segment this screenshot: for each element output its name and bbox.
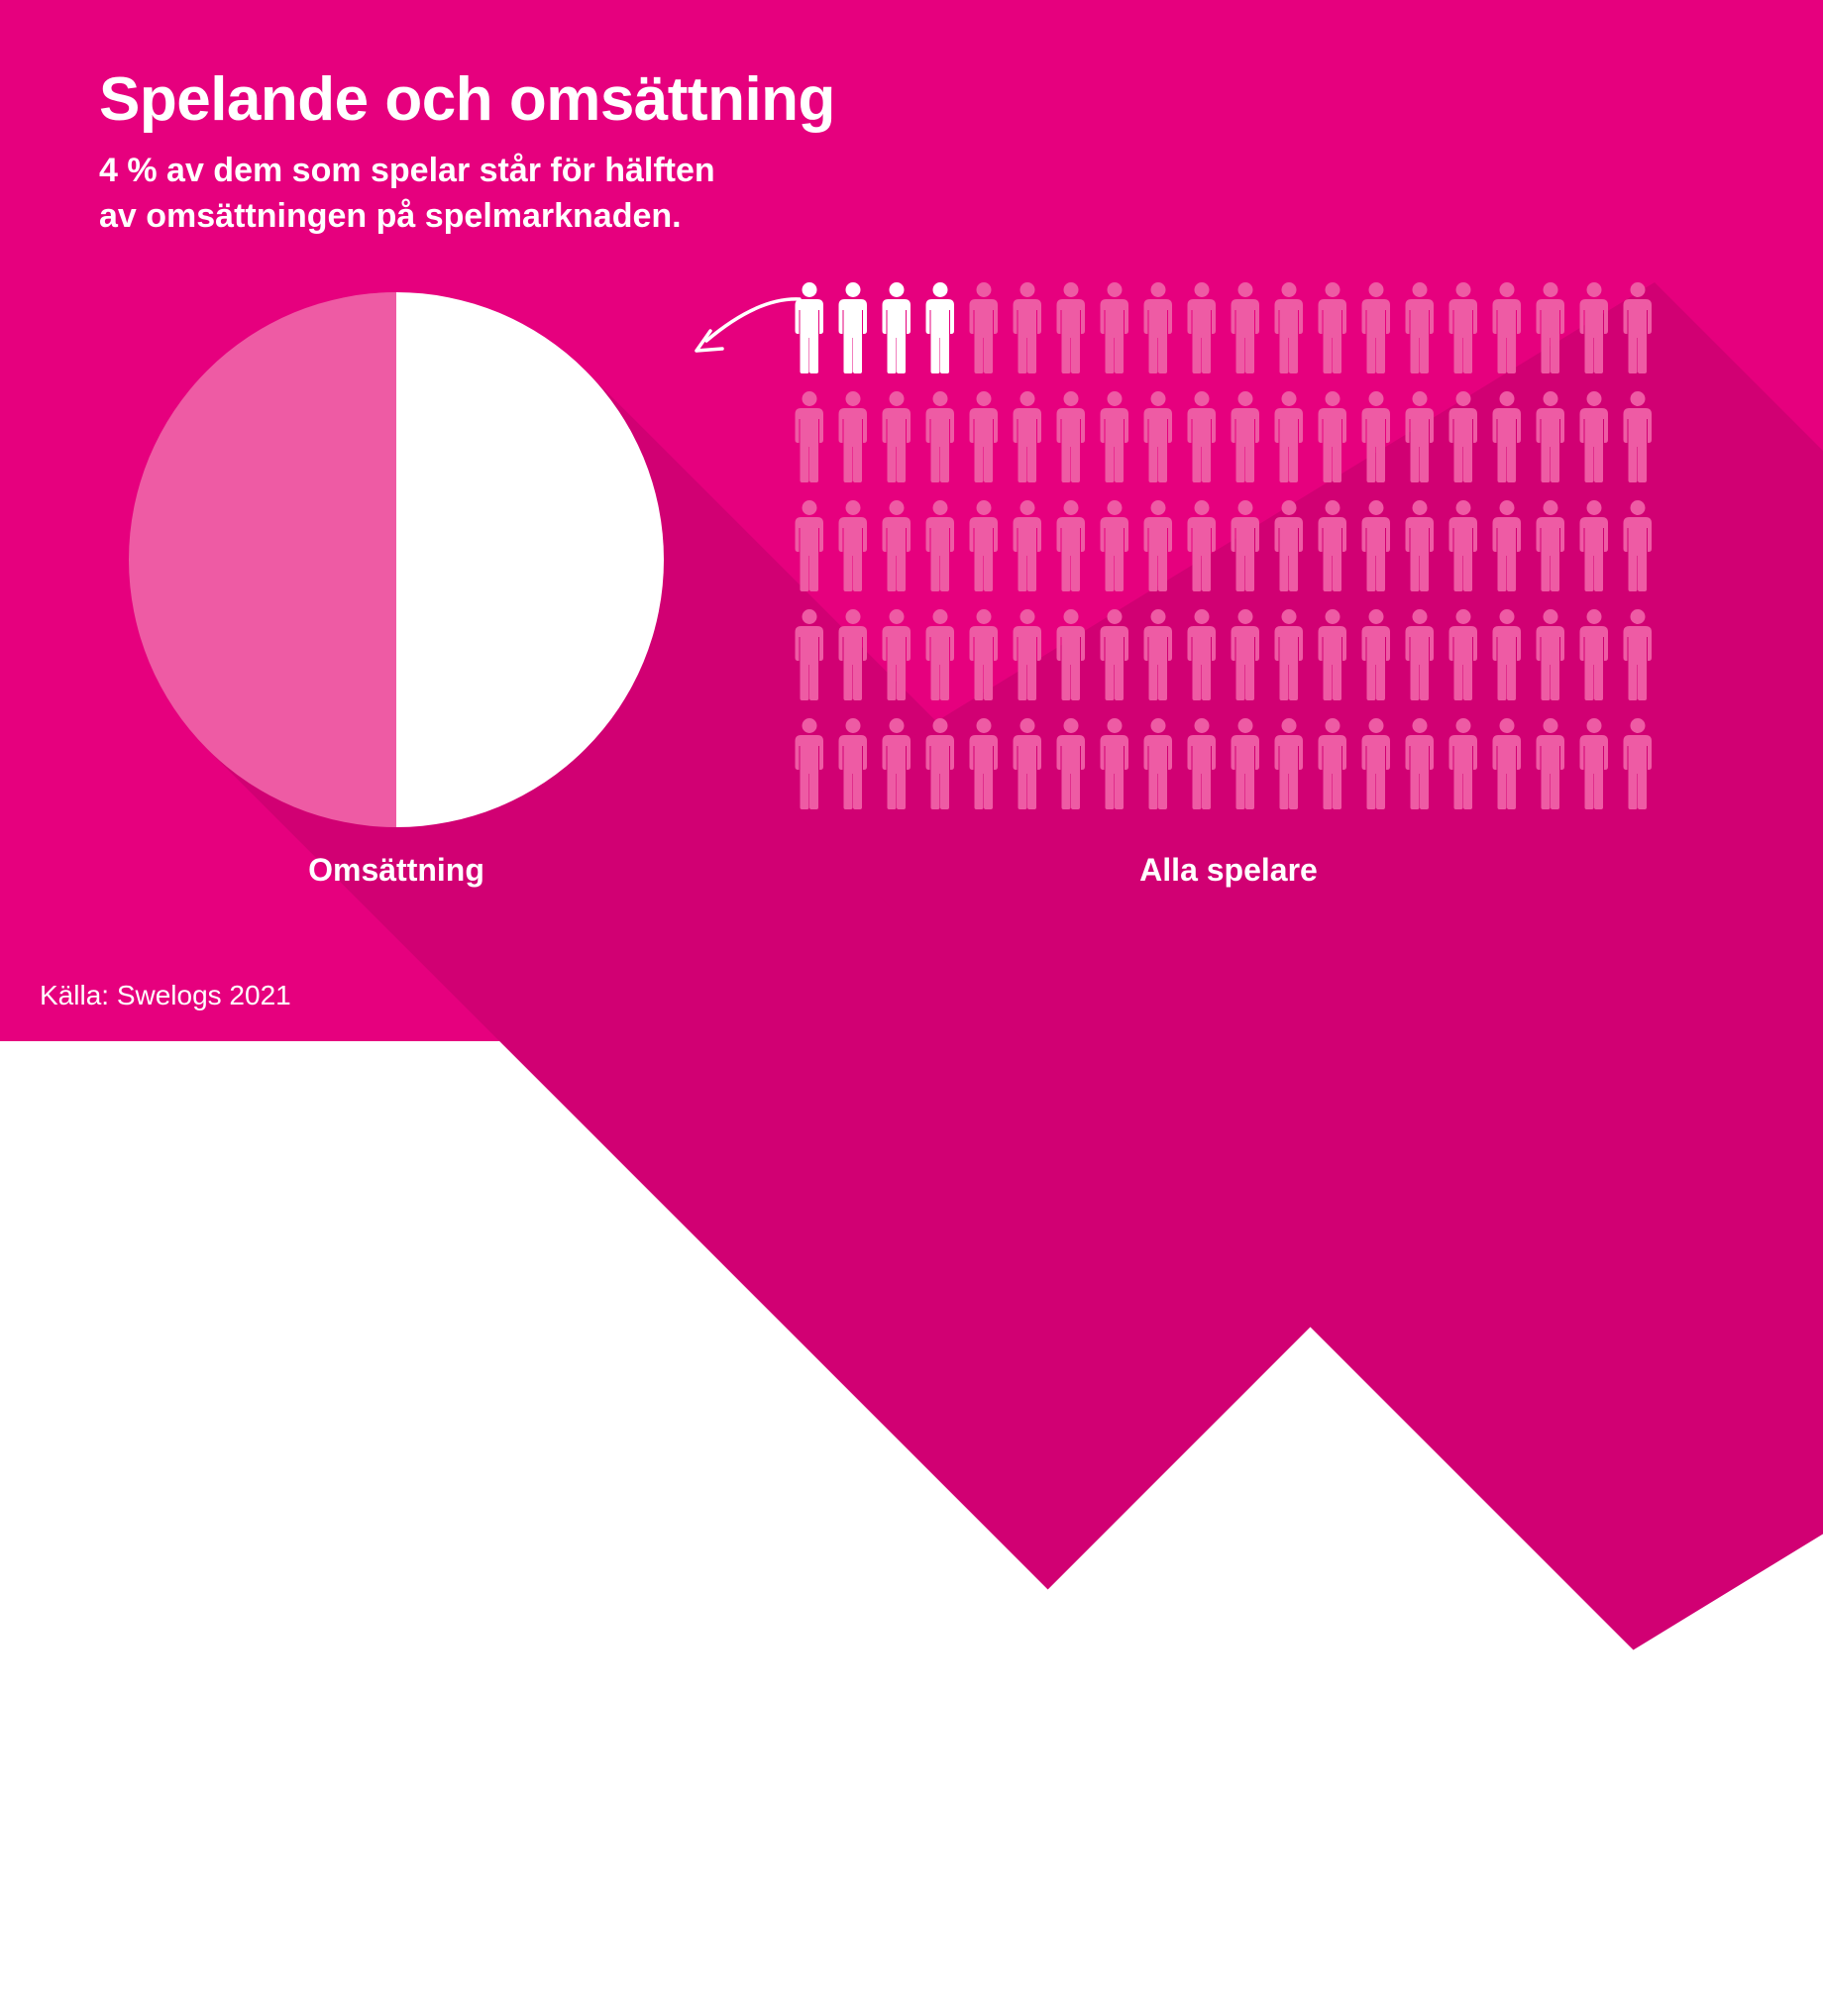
- person-icon-highlighted: [839, 282, 868, 373]
- person-icon: [1057, 282, 1086, 373]
- person-icon: [1493, 282, 1522, 373]
- person-icon: [1144, 391, 1173, 482]
- person-icon: [1188, 282, 1217, 373]
- pie-label: Omsättning: [129, 852, 664, 889]
- person-icon: [1275, 391, 1304, 482]
- person-icon: [926, 391, 955, 482]
- person-icon: [839, 500, 868, 591]
- person-icon: [1014, 500, 1042, 591]
- person-icon: [1275, 282, 1304, 373]
- person-icon: [1188, 391, 1217, 482]
- person-icon: [1101, 391, 1129, 482]
- person-icon: [926, 500, 955, 591]
- person-icon: [839, 391, 868, 482]
- person-icon: [796, 609, 824, 700]
- person-icon: [796, 500, 824, 591]
- person-icon: [926, 609, 955, 700]
- person-icon-highlighted: [926, 282, 955, 373]
- source-text: Källa: Swelogs 2021: [40, 980, 291, 1011]
- person-icon: [1449, 282, 1478, 373]
- person-icon: [1406, 282, 1435, 373]
- person-icon: [970, 282, 999, 373]
- person-icon: [883, 391, 912, 482]
- person-icon: [839, 609, 868, 700]
- person-icon: [883, 609, 912, 700]
- page-title: Spelande och omsättning: [99, 64, 835, 135]
- person-icon-highlighted: [796, 282, 824, 373]
- people-label: Alla spelare: [793, 852, 1664, 889]
- infographic-stage: Spelande och omsättning 4 % av dem som s…: [0, 0, 1823, 1041]
- person-icon: [1101, 282, 1129, 373]
- person-icon: [1232, 391, 1260, 482]
- person-icon: [1144, 500, 1173, 591]
- person-icon: [1144, 282, 1173, 373]
- person-icon: [970, 500, 999, 591]
- person-icon: [1319, 391, 1347, 482]
- person-icon: [1014, 282, 1042, 373]
- person-icon: [1232, 282, 1260, 373]
- person-icon: [970, 391, 999, 482]
- subtitle: 4 % av dem som spelar står för hälften a…: [99, 149, 715, 240]
- person-icon-highlighted: [883, 282, 912, 373]
- person-icon: [1014, 391, 1042, 482]
- person-icon: [1362, 282, 1391, 373]
- person-icon: [1101, 500, 1129, 591]
- person-icon: [796, 391, 824, 482]
- person-icon: [1319, 282, 1347, 373]
- person-icon: [1057, 391, 1086, 482]
- person-icon: [883, 500, 912, 591]
- pie-chart: [129, 292, 664, 827]
- arrow-icon: [689, 287, 807, 367]
- person-icon: [1057, 500, 1086, 591]
